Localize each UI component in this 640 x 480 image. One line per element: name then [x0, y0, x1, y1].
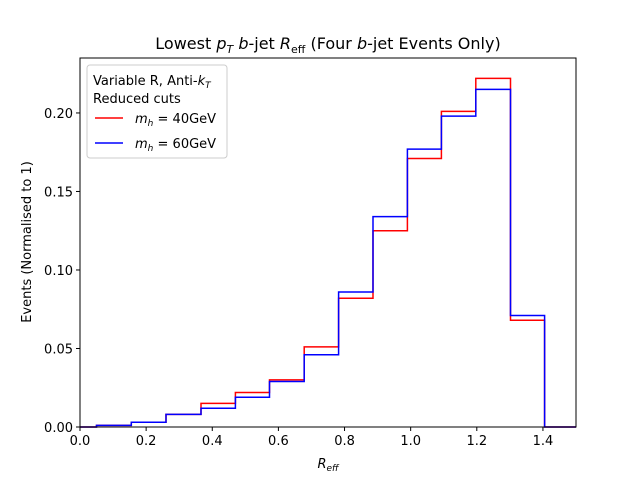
x-tick-label-5: 1.0 [400, 434, 421, 449]
legend-header-line1: Variable R, Anti-kT [93, 74, 212, 91]
x-tick-label-4: 0.8 [334, 434, 355, 449]
legend: Variable R, Anti-kT Reduced cuts mh = 40… [86, 64, 228, 159]
x-tick-label-2: 0.4 [202, 434, 223, 449]
x-tick-label-3: 0.6 [268, 434, 289, 449]
series-line-1 [80, 88, 576, 428]
x-tick-label-0: 0.0 [70, 434, 91, 449]
y-tick-label-1: 0.05 [44, 342, 73, 357]
legend-box [86, 64, 228, 159]
tick-layer: 0.0 0.2 0.4 0.6 0.8 1.0 1.2 1.4 0.00 0.05 0.10 0.15… [44, 107, 553, 449]
x-axis-label: Reff [317, 457, 340, 474]
x-tick-label-6: 1.2 [466, 434, 487, 449]
plot-frame [79, 57, 577, 428]
legend-label-60gev: mh = 60GeV [135, 137, 216, 154]
x-tick-label-7: 1.4 [533, 434, 554, 449]
y-tick-label-0: 0.00 [44, 421, 73, 436]
chart-title: Lowest pT b-jet Reff (Four b-jet Events … [155, 34, 500, 56]
x-tick-label-1: 0.2 [136, 434, 157, 449]
y-axis-label: Events (Normalised to 1) [20, 161, 35, 323]
series-layer [80, 77, 576, 428]
legend-label-40gev: mh = 40GeV [135, 112, 216, 129]
y-tick-label-4: 0.20 [44, 107, 73, 122]
legend-header-line2: Reduced cuts [93, 92, 181, 107]
y-tick-label-2: 0.10 [44, 264, 73, 279]
y-tick-label-3: 0.15 [44, 185, 73, 200]
